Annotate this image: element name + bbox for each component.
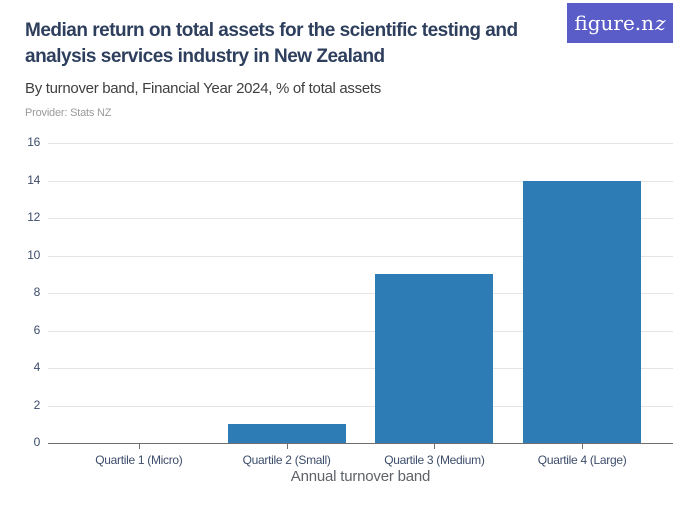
y-axis-tick-label: 14 xyxy=(27,172,40,187)
y-axis-tick-label: 10 xyxy=(27,247,40,262)
gridline xyxy=(48,405,673,407)
y-axis-tick-label: 12 xyxy=(27,210,40,224)
x-axis-tick xyxy=(434,444,436,449)
y-axis-tick-label: 16 xyxy=(27,135,40,149)
chart-title: Median return on total assets for the sc… xyxy=(25,18,518,70)
figurenz-logo[interactable]: figure.n z xyxy=(567,3,673,43)
gridline xyxy=(48,180,673,182)
y-axis-tick-label: 6 xyxy=(33,322,41,337)
x-axis-tick xyxy=(138,444,140,449)
plot-area: 0 2 4 6 8 10 12 14 16 Quartile 1 (Micro) Quartile … xyxy=(27,135,673,467)
x-axis-title: Annual turnover band xyxy=(290,468,431,485)
gridline xyxy=(48,330,673,332)
logo-text: figure.n xyxy=(574,11,655,35)
y-axis-tick-label: 4 xyxy=(33,360,41,374)
bar-quartile-4-large[interactable] xyxy=(523,180,642,443)
x-axis-tick xyxy=(582,444,584,449)
x-axis-category-label: Quartile 1 (Micro) xyxy=(95,453,183,467)
gridline xyxy=(48,368,673,369)
gridline xyxy=(48,143,673,144)
gridline xyxy=(48,293,673,294)
x-axis-line xyxy=(48,443,673,444)
x-axis-tick xyxy=(286,444,288,449)
bar-quartile-3-medium[interactable] xyxy=(375,274,494,443)
logo-text-z: z xyxy=(655,11,666,35)
y-axis-tick-label: 2 xyxy=(33,397,41,412)
chart-title-line-2: analysis services industry in New Zealan… xyxy=(25,46,385,67)
y-axis-tick-label: 0 xyxy=(33,435,41,449)
bar-quartile-2-small[interactable] xyxy=(227,424,346,443)
gridline xyxy=(48,255,673,257)
chart-subtitle: By turnover band, Financial Year 2024, %… xyxy=(25,80,381,97)
x-axis-category-label: Quartile 4 (Large) xyxy=(537,453,627,467)
provider-label: Provider: Stats NZ xyxy=(25,107,112,119)
x-axis-category-label: Quartile 3 (Medium) xyxy=(384,453,485,467)
y-axis-tick-label: 8 xyxy=(33,285,41,299)
x-axis-category-label: Quartile 2 (Small) xyxy=(242,453,331,467)
chart-title-line-1: Median return on total assets for the sc… xyxy=(25,20,518,41)
gridline xyxy=(48,218,673,219)
